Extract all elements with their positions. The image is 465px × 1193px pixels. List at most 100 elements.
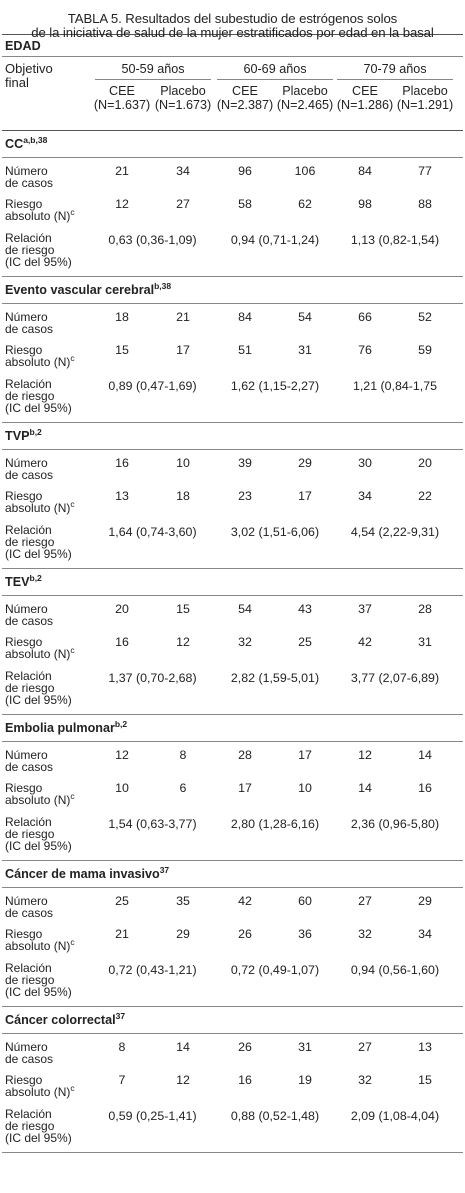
age-group-header: 60-69 años — [243, 62, 307, 76]
cell-value: 21 — [115, 927, 129, 941]
table-row: Relación de riesgo (IC del 95%) 1,64 (0,74-… — [0, 524, 465, 568]
arm-name: Placebo — [282, 84, 328, 98]
cell-value: 88 — [418, 197, 432, 211]
row-label-line: absoluto (N) — [5, 793, 71, 807]
cell-value: 8 — [179, 748, 187, 762]
cell-value: 0,63 (0,36-1,09) — [108, 233, 197, 247]
row-label-line: Relación — [5, 815, 52, 829]
cell-value: 31 — [298, 1040, 312, 1054]
row-label: Número de casos — [5, 603, 53, 627]
row-label: Relación de riesgo (IC del 95%) — [5, 1108, 72, 1144]
row-label: Riesgo absoluto (N)c — [5, 928, 75, 952]
cell-value: 106 — [294, 164, 316, 178]
cell-value: 15 — [418, 1073, 432, 1087]
section-header: Evento vascular cerebralb,38 — [0, 277, 465, 303]
arm-n: (N=1.291) — [396, 98, 454, 112]
cell-value: 10 — [115, 781, 129, 795]
cell-value: 15 — [115, 343, 129, 357]
cell-value: 34 — [418, 927, 432, 941]
section-title: Embolia pulmonarb,2 — [5, 718, 128, 735]
row-label: Número de casos — [5, 457, 53, 481]
cell-value: 29 — [418, 894, 432, 908]
cell-value: 52 — [418, 310, 432, 324]
cell-value: 1,21 (0,84-1,75 — [352, 379, 438, 393]
cell-value: 31 — [298, 343, 312, 357]
section-divider — [2, 741, 463, 742]
cell-value: 62 — [298, 197, 312, 211]
row-label-line: Riesgo — [5, 1073, 43, 1087]
cell-value: 58 — [238, 197, 252, 211]
objetivo-line-2: final — [5, 75, 29, 90]
section-superscript: b,2 — [114, 718, 128, 729]
cell-value: 26 — [238, 1040, 252, 1054]
table-row: Número de casos 20 15 54 43 37 28 — [0, 596, 465, 634]
age-group-underline — [337, 79, 453, 80]
row-label: Número de casos — [5, 895, 53, 919]
row-label: Riesgo absoluto (N)c — [5, 1074, 75, 1098]
divider — [2, 56, 463, 57]
row-label-line: Riesgo — [5, 343, 43, 357]
section-title: TEVb,2 — [5, 574, 42, 589]
section-title: TVPb,2 — [5, 426, 42, 443]
cell-value: 16 — [115, 635, 129, 649]
arm-name: Placebo — [160, 84, 206, 98]
cell-value: 77 — [418, 164, 432, 178]
row-label: Riesgo absoluto (N)c — [5, 344, 75, 368]
cell-value: 17 — [176, 343, 190, 357]
cell-value: 21 — [115, 164, 129, 178]
row-label: Riesgo absoluto (N)c — [5, 490, 75, 514]
row-label-line: (IC del 95%) — [5, 693, 72, 707]
cell-value: 13 — [115, 489, 129, 503]
cell-value: 0,72 (0,43-1,21) — [108, 963, 197, 977]
section-header: TEVb,2 — [0, 569, 465, 595]
row-label-line: Número — [5, 602, 48, 616]
section-header: Cáncer colorrectal37 — [0, 1007, 465, 1033]
arm-header: CEE (N=1.286) — [332, 84, 398, 112]
section-name: TEV — [5, 575, 30, 589]
section-title: Evento vascular cerebralb,38 — [5, 282, 171, 297]
section-superscript: a,b,38 — [23, 134, 48, 145]
cell-value: 51 — [238, 343, 252, 357]
section-name: CC — [5, 137, 24, 151]
cell-value: 3,77 (2,07-6,89) — [350, 671, 440, 685]
row-label-line: de casos — [5, 614, 54, 628]
title-line-2: de la iniciativa de salud de la mujer es… — [31, 25, 434, 40]
row-label-line: (IC del 95%) — [5, 547, 72, 561]
section-name: Evento vascular cerebral — [5, 283, 155, 297]
section-superscript: b,2 — [29, 426, 42, 437]
cell-value: 96 — [238, 164, 252, 178]
row-label-line: de casos — [5, 760, 54, 774]
cell-value: 28 — [238, 748, 252, 762]
cell-value: 98 — [358, 197, 372, 211]
row-label-superscript: c — [70, 791, 75, 801]
header-rule — [2, 130, 463, 131]
row-label-line: de riesgo — [5, 243, 55, 257]
table-row: Riesgo absoluto (N)c 12 27 58 62 98 88 — [0, 196, 465, 232]
cell-value: 0,72 (0,49-1,07) — [230, 963, 320, 977]
row-label: Riesgo absoluto (N)c — [5, 636, 75, 660]
cell-value: 1,37 (0,70-2,68) — [108, 671, 197, 685]
section-divider — [2, 422, 463, 423]
arm-name: CEE — [352, 84, 378, 98]
table-row: Número de casos 18 21 84 54 66 52 — [0, 304, 465, 342]
row-label: Número de casos — [5, 1041, 53, 1065]
cell-value: 10 — [298, 781, 312, 795]
section-name: Cáncer de mama invasivo — [5, 867, 160, 881]
row-label-line: Riesgo — [5, 927, 43, 941]
row-label-line: Riesgo — [5, 635, 43, 649]
cell-value: 29 — [298, 456, 312, 470]
cell-value: 17 — [298, 489, 312, 503]
cell-value: 20 — [418, 456, 432, 470]
row-label-line: de riesgo — [5, 973, 55, 987]
cell-value: 12 — [176, 635, 190, 649]
age-group-header: 50-59 años — [121, 62, 185, 76]
table-row: Relación de riesgo (IC del 95%) 0,89 (0,47-… — [0, 378, 465, 422]
row-label-line: absoluto (N) — [5, 209, 71, 223]
section-superscript: 37 — [159, 864, 170, 875]
arm-name: CEE — [232, 84, 258, 98]
section-title: CCa,b,38 — [5, 134, 48, 151]
table-row: Número de casos 16 10 39 29 30 20 — [0, 450, 465, 488]
cell-value: 66 — [358, 310, 372, 324]
arm-name: CEE — [109, 84, 135, 98]
cell-value: 1,62 (1,15-2,27) — [230, 379, 320, 393]
